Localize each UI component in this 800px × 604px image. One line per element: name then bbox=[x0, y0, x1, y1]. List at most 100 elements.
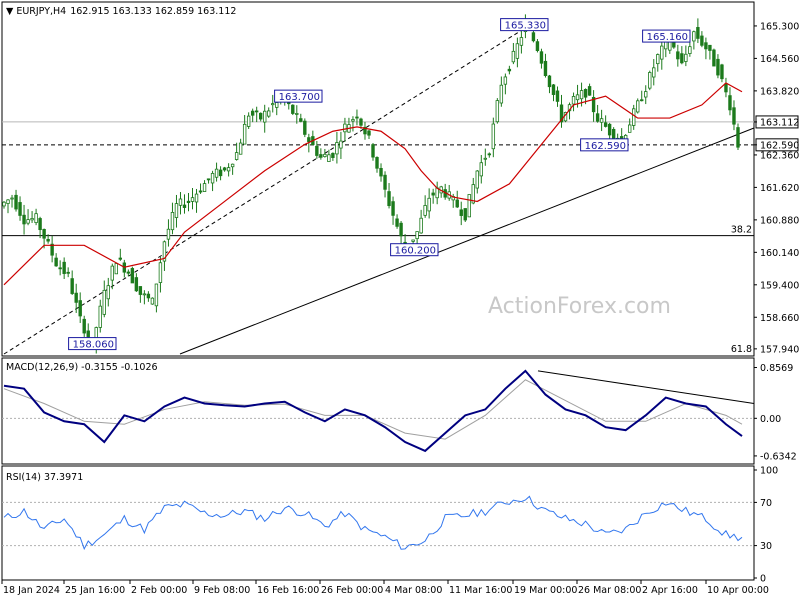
candle-body bbox=[455, 199, 459, 208]
candle-body bbox=[539, 51, 544, 64]
price-annotation: 160.200 bbox=[395, 246, 436, 257]
candle-body bbox=[652, 67, 656, 78]
candle-body bbox=[375, 157, 379, 169]
candle-body bbox=[263, 110, 267, 123]
candle-body bbox=[222, 167, 227, 171]
candle-body bbox=[684, 53, 688, 62]
price-annotation-box bbox=[274, 89, 323, 103]
fib-label-618: 61.8 bbox=[731, 344, 752, 355]
fib-label-382: 38.2 bbox=[731, 225, 752, 236]
candle-body bbox=[327, 154, 331, 162]
candle-body bbox=[218, 169, 223, 177]
x-tick-label: 9 Feb 08:00 bbox=[194, 585, 250, 596]
x-tick-label: 2 Apr 16:00 bbox=[642, 585, 698, 596]
candle-body bbox=[114, 263, 119, 275]
candle-body bbox=[724, 83, 728, 93]
candle-body bbox=[495, 100, 500, 123]
price-annotation: 158.060 bbox=[73, 340, 114, 351]
candle-body bbox=[162, 241, 167, 262]
candle-body bbox=[238, 142, 243, 155]
candle-body bbox=[696, 27, 700, 39]
candle-body bbox=[234, 152, 239, 160]
candle-body bbox=[547, 75, 552, 88]
y-tick-label: 160.140 bbox=[760, 248, 799, 259]
rsi-y-tick-label: 100 bbox=[760, 466, 778, 477]
candle-body bbox=[467, 194, 471, 218]
macd-signal-line bbox=[3, 379, 743, 440]
candle-body bbox=[644, 91, 648, 98]
price-annotation-box bbox=[500, 18, 549, 32]
candle-body bbox=[178, 198, 183, 206]
y-tick-label: 160.880 bbox=[760, 215, 799, 226]
candle-body bbox=[102, 289, 106, 315]
candle-body bbox=[6, 199, 10, 204]
candle-body bbox=[371, 144, 375, 158]
x-tick-label: 26 Mar 08:00 bbox=[578, 585, 641, 596]
x-tick-label: 2 Feb 00:00 bbox=[131, 585, 187, 596]
candle-body bbox=[242, 123, 247, 145]
candle-body bbox=[130, 268, 135, 284]
candle-body bbox=[720, 64, 724, 80]
moving-average-line bbox=[3, 82, 743, 286]
candle-body bbox=[154, 283, 159, 307]
candle-body bbox=[2, 201, 6, 207]
candle-body bbox=[471, 184, 475, 204]
rsi-indicator: 100 70 30 0 bbox=[2, 466, 778, 585]
candle-body bbox=[591, 96, 596, 113]
y-tick-label: 164.560 bbox=[760, 54, 799, 65]
macd-title: MACD(12,26,9) -0.3155 -0.1026 bbox=[6, 362, 158, 373]
macd-line bbox=[3, 369, 743, 453]
watermark: ActionForex.com bbox=[488, 294, 671, 319]
candle-body bbox=[431, 192, 435, 196]
macd-indicator: 0.8569 0.00 -0.6342 bbox=[2, 363, 797, 462]
y-tick-label: 158.660 bbox=[760, 313, 799, 324]
rsi-line bbox=[3, 495, 743, 551]
macd-y-tick-label: 0.8569 bbox=[760, 363, 793, 374]
macd-panel-frame bbox=[1, 357, 755, 465]
candle-body bbox=[732, 107, 736, 125]
candle-body bbox=[174, 203, 179, 218]
price-annotation-box bbox=[68, 337, 117, 351]
y-tick-label: 163.112 bbox=[760, 117, 799, 128]
candle-body bbox=[571, 96, 576, 105]
candle-body bbox=[110, 265, 114, 281]
candle-body bbox=[499, 84, 504, 104]
candle-body bbox=[82, 318, 86, 334]
candle-body bbox=[42, 228, 46, 239]
candle-body bbox=[46, 239, 50, 242]
candle-body bbox=[559, 104, 564, 123]
candle-body bbox=[688, 46, 692, 54]
candle-body bbox=[351, 119, 355, 122]
time-axis: 18 Jan 2024 25 Jan 16:00 2 Feb 00:00 9 Feb … bbox=[1, 580, 769, 596]
candle-body bbox=[66, 271, 70, 274]
candle-body bbox=[692, 31, 696, 42]
candle-body bbox=[343, 123, 347, 133]
candle-body bbox=[150, 297, 155, 305]
y-tick-label: 162.590 bbox=[760, 140, 799, 151]
x-tick-label: 4 Mar 08:00 bbox=[385, 585, 442, 596]
candle-body bbox=[599, 118, 604, 123]
rsi-y-tick-label: 70 bbox=[760, 498, 772, 509]
x-tick-label: 11 Mar 16:00 bbox=[449, 585, 512, 596]
candle-body bbox=[250, 110, 255, 116]
candle-body bbox=[303, 120, 307, 135]
candle-body bbox=[202, 183, 207, 192]
candle-body bbox=[98, 305, 102, 328]
x-tick-label: 16 Feb 16:00 bbox=[257, 585, 319, 596]
candle-body bbox=[331, 152, 335, 158]
candle-body bbox=[575, 94, 580, 101]
candle-body bbox=[319, 154, 323, 158]
candle-body bbox=[295, 113, 299, 115]
candle-body bbox=[607, 123, 612, 136]
price-annotation: 165.160 bbox=[647, 32, 688, 43]
candle-body bbox=[583, 89, 588, 98]
candle-body bbox=[708, 44, 712, 51]
candle-body bbox=[535, 41, 540, 52]
x-tick-label: 19 Mar 00:00 bbox=[514, 585, 577, 596]
price-annotation-box bbox=[642, 29, 691, 43]
candle-body bbox=[611, 128, 616, 141]
candle-body bbox=[676, 51, 680, 60]
candle-body bbox=[38, 218, 42, 231]
candle-body bbox=[267, 110, 271, 117]
candle-body bbox=[387, 191, 391, 207]
